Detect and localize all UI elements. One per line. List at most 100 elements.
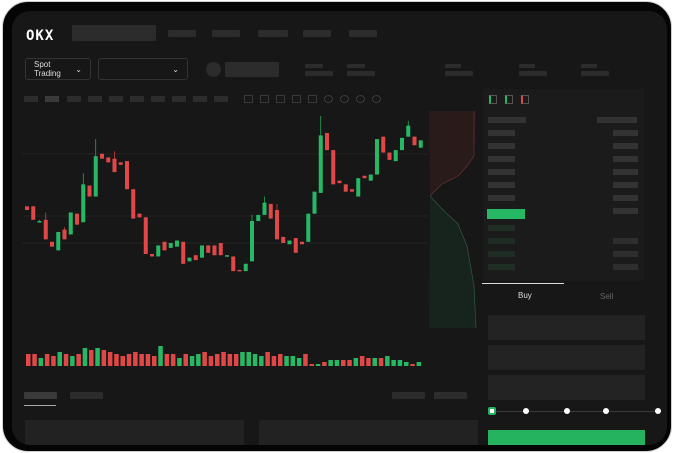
market-select-label: Spot Trading (34, 60, 61, 78)
amount-input[interactable] (488, 345, 645, 370)
brush-tool-icon[interactable] (324, 95, 333, 103)
candle-body (31, 206, 36, 220)
filter-button[interactable] (392, 392, 425, 399)
timeframe-button[interactable] (130, 96, 144, 102)
chart-type-icon[interactable] (276, 95, 285, 103)
fullscreen-icon[interactable] (372, 95, 381, 103)
candle-body (356, 178, 361, 197)
candle-body (56, 232, 61, 251)
nav-item[interactable] (212, 30, 240, 37)
candle-body (218, 243, 223, 256)
orderbook-buy-icon[interactable] (505, 95, 513, 104)
timeframe-button[interactable] (88, 96, 102, 102)
tab-order-history[interactable] (70, 392, 103, 399)
volume-bar (278, 354, 283, 366)
line-tool-icon[interactable] (308, 95, 317, 103)
candle-body (393, 150, 398, 162)
price-input[interactable] (488, 315, 645, 340)
filter-button[interactable] (434, 392, 467, 399)
candle-body (50, 241, 54, 247)
orderbook-sell-icon[interactable] (521, 95, 529, 104)
depth-bids-line (429, 195, 477, 329)
orderbook-both-icon[interactable] (489, 95, 497, 104)
indicator-icon[interactable] (260, 95, 269, 103)
coin-avatar (206, 62, 221, 77)
volume-bar (265, 352, 270, 366)
candle-body (325, 133, 329, 151)
volume-bar (126, 354, 132, 366)
volume-bar (391, 360, 396, 366)
candle-body (381, 136, 386, 153)
candle-body (337, 180, 342, 184)
candlestick-chart[interactable] (12, 106, 482, 376)
candle-body (206, 245, 211, 253)
candle-body (406, 125, 411, 137)
volume-bar (372, 358, 377, 366)
ask-price (488, 156, 515, 162)
tab-open-orders[interactable] (24, 392, 57, 399)
okx-logo: OKX (26, 28, 55, 44)
volume-bar (120, 356, 125, 366)
circle-tool-icon[interactable] (356, 95, 365, 103)
candle-body (100, 153, 104, 159)
settings-icon[interactable] (340, 95, 349, 103)
slider-step-100[interactable] (655, 408, 661, 414)
pair-name (225, 62, 279, 77)
candle-body (87, 185, 92, 197)
pair-select[interactable]: ⌄ (98, 58, 188, 80)
candle-body (250, 221, 254, 262)
candle-body (243, 263, 248, 272)
bid-amount (613, 264, 638, 270)
stat-label (445, 64, 461, 68)
market-select[interactable]: Spot Trading ⌄ (25, 58, 91, 80)
volume-bar (95, 348, 100, 366)
tab-buy[interactable]: Buy (518, 291, 532, 300)
candle-body (331, 150, 336, 185)
volume-bar (271, 356, 277, 366)
tab-sell[interactable]: Sell (600, 292, 614, 301)
timeframe-button[interactable] (172, 96, 186, 102)
ask-amount (613, 169, 638, 175)
slider-step-75[interactable] (603, 408, 609, 414)
candle-body (350, 189, 354, 192)
percent-slider[interactable] (492, 411, 658, 412)
volume-bar (164, 354, 170, 366)
timeframe-button[interactable] (214, 96, 228, 102)
candle-body (362, 175, 367, 179)
slider-step-50[interactable] (564, 408, 570, 414)
timeframe-button[interactable] (24, 96, 38, 102)
chart-type-icon[interactable] (292, 95, 301, 103)
nav-item[interactable] (349, 30, 377, 37)
timeframe-button[interactable] (45, 96, 59, 102)
candle-body (37, 221, 42, 223)
volume-bar (309, 364, 314, 366)
candle-body (268, 203, 273, 219)
candle-body (387, 152, 392, 160)
timeframe-button[interactable] (67, 96, 81, 102)
volume-bar (26, 354, 31, 366)
slider-handle[interactable] (488, 407, 496, 415)
search-bar[interactable] (72, 25, 156, 41)
volume-bar (183, 354, 188, 366)
total-input[interactable] (488, 375, 645, 400)
timeframe-button[interactable] (109, 96, 123, 102)
bid-amount (613, 238, 638, 244)
timeframe-button[interactable] (151, 96, 165, 102)
depth-bids-area (429, 196, 476, 328)
volume-bar (57, 352, 62, 366)
candle-body (81, 184, 86, 223)
candle-body (175, 240, 179, 247)
timeframe-button[interactable] (193, 96, 207, 102)
candle-body (312, 191, 317, 214)
nav-item[interactable] (168, 30, 196, 37)
volume-bar (397, 360, 403, 366)
indicator-icon[interactable] (244, 95, 253, 103)
buy-submit-button[interactable] (488, 430, 645, 445)
nav-item[interactable] (303, 30, 331, 37)
nav-item[interactable] (258, 30, 288, 37)
ask-amount (613, 156, 638, 162)
stat-label (519, 64, 535, 68)
slider-step-25[interactable] (523, 408, 529, 414)
volume-bar (114, 354, 119, 366)
